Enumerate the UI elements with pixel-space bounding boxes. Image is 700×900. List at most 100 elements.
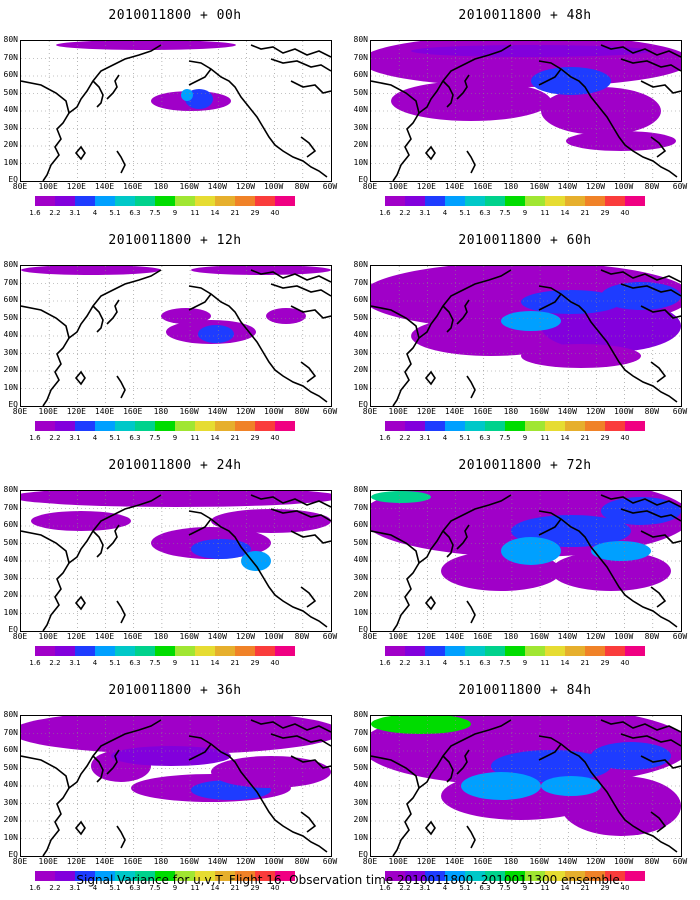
lon-label: 140W bbox=[557, 407, 577, 416]
colorbar-swatch bbox=[255, 871, 275, 881]
lat-label: 60N bbox=[353, 295, 368, 304]
panel-title: 2010011800 + 84h bbox=[458, 683, 592, 698]
colorbar-swatch bbox=[585, 196, 605, 206]
lon-label: 160W bbox=[179, 632, 199, 641]
coastline bbox=[68, 494, 162, 564]
coastline bbox=[424, 370, 436, 386]
lon-label: 100E bbox=[388, 632, 408, 641]
colorbar-label: 14 bbox=[560, 209, 570, 217]
lon-label: 60W bbox=[322, 407, 338, 416]
lat-label: 80N bbox=[3, 710, 18, 719]
colorbar-label: 40 bbox=[620, 884, 630, 892]
colorbar-label: 6.3 bbox=[129, 884, 141, 892]
colorbar bbox=[385, 646, 645, 656]
coastline bbox=[538, 293, 562, 311]
colorbar-swatch bbox=[505, 871, 525, 881]
colorbar-label: 14 bbox=[210, 884, 220, 892]
lat-label: 10N bbox=[3, 382, 18, 392]
colorbar-label: 14 bbox=[210, 434, 220, 442]
coastline bbox=[466, 825, 476, 849]
lon-label: 120W bbox=[585, 857, 606, 866]
coastline bbox=[418, 494, 512, 564]
coastline bbox=[270, 733, 331, 747]
lat-label: 70N bbox=[3, 52, 18, 62]
lon-label: 160E bbox=[123, 182, 143, 191]
colorbar-label: 4 bbox=[442, 209, 448, 217]
lon-label: 160W bbox=[529, 182, 549, 191]
lon-label: 140E bbox=[444, 407, 465, 416]
lon-label: 140W bbox=[207, 182, 227, 191]
coastline bbox=[74, 595, 86, 611]
variance-contour bbox=[198, 325, 234, 343]
colorbar-label: 3.1 bbox=[69, 884, 81, 892]
coastline bbox=[92, 530, 104, 558]
lon-label: 80E bbox=[362, 857, 378, 866]
lon-label: 140W bbox=[557, 857, 577, 866]
variance-contour bbox=[181, 89, 193, 101]
coastline bbox=[424, 145, 436, 161]
lat-label: EQ bbox=[8, 400, 18, 409]
lon-label: 80E bbox=[362, 182, 378, 191]
colorbar-label: 29 bbox=[250, 434, 260, 442]
colorbar-label: 21 bbox=[230, 659, 240, 667]
colorbar-swatch bbox=[255, 646, 275, 656]
variance-contour bbox=[191, 266, 331, 275]
panel-title: 2010011800 + 36h bbox=[108, 683, 242, 698]
lat-label: 30N bbox=[3, 797, 18, 807]
colorbar-swatch bbox=[425, 646, 445, 656]
colorbar-label: 21 bbox=[230, 434, 240, 442]
coastline bbox=[106, 74, 120, 100]
panel-title: 2010011800 + 60h bbox=[458, 233, 592, 248]
variance-contour bbox=[591, 742, 671, 770]
colorbar-swatch bbox=[175, 871, 195, 881]
colorbar-swatch bbox=[175, 646, 195, 656]
coastline bbox=[538, 510, 678, 628]
lat-label: 10N bbox=[353, 157, 368, 167]
lon-label: 100W bbox=[263, 182, 284, 191]
variance-contour bbox=[591, 541, 651, 561]
coastline bbox=[650, 136, 667, 158]
colorbar-label: 1.6 bbox=[29, 884, 41, 892]
lon-label: 160W bbox=[529, 407, 549, 416]
colorbar-swatch bbox=[195, 646, 215, 656]
lon-label: 180 bbox=[503, 407, 519, 416]
colorbar-swatch bbox=[525, 646, 545, 656]
lon-label: 120W bbox=[235, 407, 256, 416]
lat-label: 30N bbox=[353, 122, 368, 132]
lat-label: 60N bbox=[3, 295, 18, 304]
lat-label: 60N bbox=[353, 745, 368, 754]
lon-label: 120E bbox=[66, 632, 86, 641]
colorbar-label: 29 bbox=[250, 209, 260, 217]
variance-contour bbox=[566, 131, 676, 151]
colorbar-swatch bbox=[35, 421, 55, 431]
colorbar-label: 4 bbox=[92, 659, 98, 667]
lat-label: 50N bbox=[3, 87, 18, 97]
coastline bbox=[456, 524, 470, 550]
coastline bbox=[188, 735, 328, 853]
colorbar-swatch bbox=[405, 871, 425, 881]
colorbar-label: 9 bbox=[522, 434, 528, 442]
colorbar-label: 9 bbox=[522, 659, 528, 667]
coastline bbox=[418, 719, 512, 789]
coastline bbox=[466, 150, 476, 174]
lon-label: 120W bbox=[585, 632, 606, 641]
lon-label: 80E bbox=[12, 857, 28, 866]
coastline bbox=[538, 285, 678, 403]
coastline bbox=[456, 749, 470, 775]
variance-contour bbox=[21, 491, 331, 507]
colorbar bbox=[385, 421, 645, 431]
colorbar-label: 14 bbox=[210, 659, 220, 667]
colorbar-swatch bbox=[155, 871, 175, 881]
lon-label: 100E bbox=[38, 407, 58, 416]
lon-label: 120W bbox=[585, 182, 606, 191]
coastline bbox=[300, 586, 317, 608]
lat-label: 70N bbox=[353, 277, 368, 287]
colorbar-label: 9 bbox=[172, 884, 178, 892]
colorbar-label: 9 bbox=[172, 209, 178, 217]
colorbar-label: 3.1 bbox=[419, 884, 431, 892]
colorbar-swatch bbox=[35, 871, 55, 881]
map-panel-72h: 2010011800 + 72h 80N 70N 60N 50N 40N 30N 20N 10N… bbox=[350, 450, 700, 675]
colorbar-swatch bbox=[605, 871, 625, 881]
lat-label: 10N bbox=[3, 607, 18, 617]
coastline bbox=[620, 508, 681, 522]
